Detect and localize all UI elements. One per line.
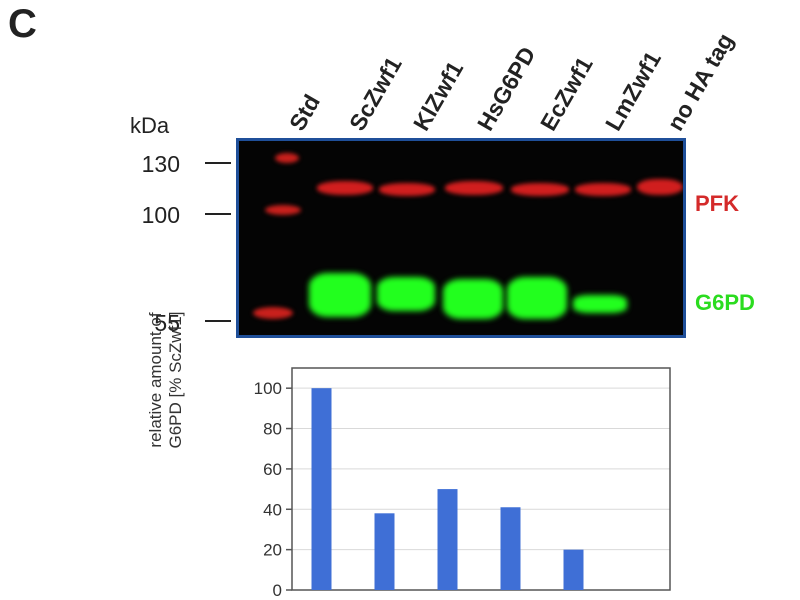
plot-area-frame <box>291 367 671 591</box>
g6pd-band-sczwf1 <box>309 273 371 317</box>
marker-label-100: 100 <box>141 202 180 228</box>
pfk-band-lmzwf1 <box>575 183 631 196</box>
y-axis-ticks: 0 20 40 60 80 100 <box>254 379 292 600</box>
y-tick-label: 60 <box>263 460 282 479</box>
bar-sczwf1 <box>311 388 332 590</box>
g6pd-label: G6PD <box>695 290 755 315</box>
ladder-band-100 <box>265 205 301 215</box>
panel-letter: C <box>8 2 37 46</box>
g6pd-band-hsg6pd <box>443 279 503 319</box>
y-tick-label: 80 <box>263 420 282 439</box>
y-axis-label: relative amount of G6PD [% ScZwf1] <box>146 260 186 500</box>
kda-unit-label: kDa <box>130 113 170 138</box>
ladder-band-55 <box>253 307 293 319</box>
marker-label-130: 130 <box>141 151 180 177</box>
y-tick-label: 100 <box>254 379 282 398</box>
y-tick-label: 20 <box>263 541 282 560</box>
g6pd-band-lmzwf1 <box>573 295 627 313</box>
y-tick-label: 0 <box>273 581 282 600</box>
western-blot-image <box>236 138 686 338</box>
y-axis-label-line2: G6PD [% ScZwf1] <box>166 311 185 449</box>
bar-series <box>311 388 584 590</box>
bar-eczwf1 <box>500 507 521 590</box>
y-tick-label: 40 <box>263 500 282 519</box>
pfk-band-klzwf1 <box>379 183 435 196</box>
pfk-band-sczwf1 <box>317 181 373 195</box>
marker-label-55: 55 <box>154 310 180 336</box>
bar-klzwf1 <box>374 513 395 590</box>
pfk-label: PFK <box>695 191 739 216</box>
ladder-band-130 <box>275 153 299 163</box>
pfk-band-hsg6pd <box>445 181 503 195</box>
marker-tick-55 <box>205 320 231 322</box>
g6pd-band-eczwf1 <box>507 277 567 319</box>
g6pd-band-klzwf1 <box>377 277 435 311</box>
pfk-band-no-ha-tag <box>637 179 683 195</box>
marker-tick-100 <box>205 213 231 215</box>
bar-lmzwf1 <box>563 549 584 590</box>
y-axis-label-line1: relative amount of <box>146 312 165 448</box>
pfk-band-eczwf1 <box>511 183 569 196</box>
chart-grid <box>292 387 670 591</box>
bar-hsg6pd <box>437 489 458 590</box>
marker-tick-130 <box>205 162 231 164</box>
